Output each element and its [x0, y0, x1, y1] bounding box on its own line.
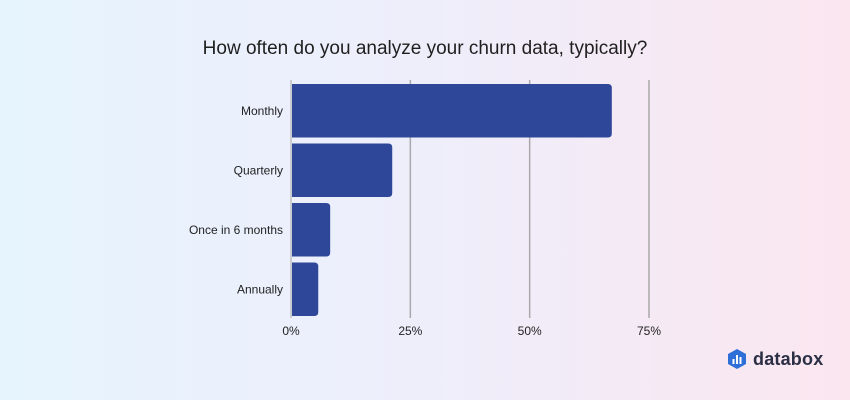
- x-tick-label: 0%: [282, 324, 300, 338]
- bar-quarterly: [292, 143, 393, 198]
- category-label: Quarterly: [234, 163, 283, 177]
- category-label: Monthly: [241, 104, 283, 118]
- category-labels: Monthly Quarterly Once in 6 months Annually: [189, 104, 283, 297]
- bar-annually: [292, 262, 319, 317]
- category-label: Annually: [237, 282, 283, 296]
- bar-once-in-6-months: [292, 202, 331, 257]
- databox-logo-icon: [728, 349, 746, 369]
- x-tick-label: 50%: [518, 324, 542, 338]
- chart-title: How often do you analyze your churn data…: [202, 38, 648, 59]
- x-tick-label: 75%: [637, 324, 661, 338]
- bars: [292, 83, 612, 317]
- databox-brand: databox: [727, 348, 823, 370]
- category-label: Once in 6 months: [189, 223, 283, 237]
- bar-monthly: [292, 83, 612, 138]
- x-tick-label: 25%: [398, 324, 422, 338]
- databox-wordmark: databox: [753, 348, 824, 369]
- x-tick-labels: 0% 25% 50% 75%: [282, 324, 661, 338]
